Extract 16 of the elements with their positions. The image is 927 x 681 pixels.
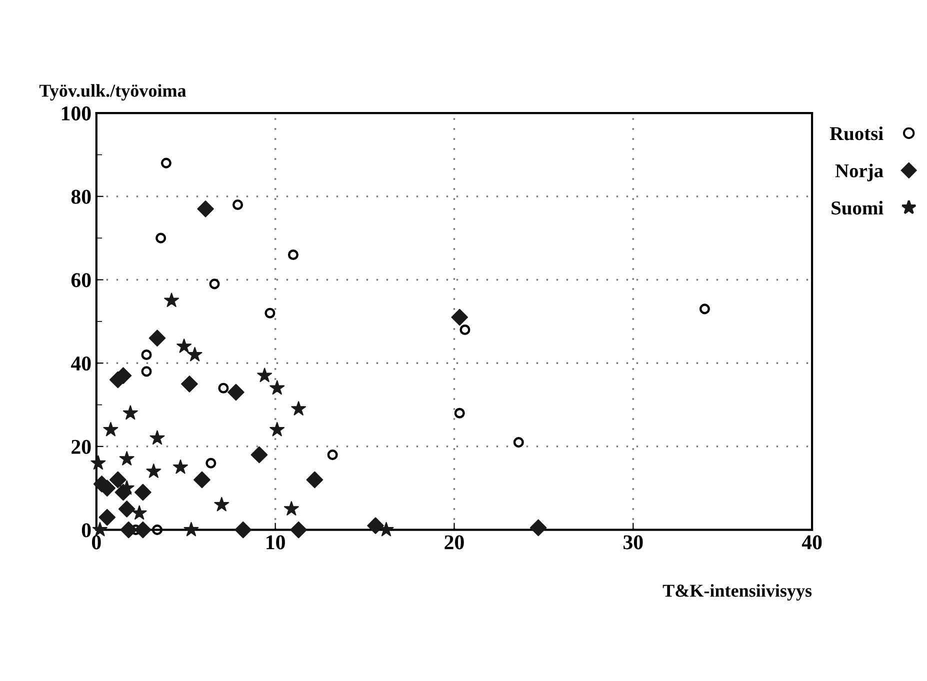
y-tick-label: 80 (71, 190, 91, 204)
legend-label: Suomi (832, 200, 884, 215)
y-tick-label: 20 (72, 440, 91, 454)
y-tick-label: 40 (71, 356, 91, 371)
y-axis-title: Työv.ulk./työvoima (39, 84, 186, 101)
x-tick-label: 20 (444, 535, 464, 550)
x-tick-label: 30 (624, 535, 643, 550)
x-tick-label: 10 (266, 535, 285, 550)
y-tick-label: 100 (62, 106, 91, 120)
x-axis-title: T&K-intensiivisyys (662, 584, 812, 601)
legend-label: Ruotsi (830, 126, 884, 140)
x-tick-label: 40 (802, 535, 822, 550)
y-tick-label: 60 (71, 273, 91, 288)
legend-label: Norja (835, 164, 884, 182)
y-tick-label: 0 (82, 523, 91, 538)
x-tick-label: 0 (92, 535, 101, 550)
